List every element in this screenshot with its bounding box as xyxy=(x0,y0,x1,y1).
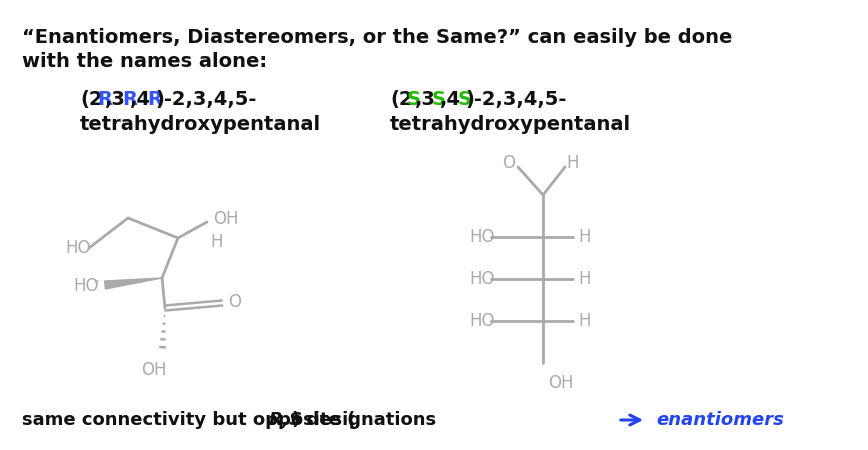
Text: H: H xyxy=(578,228,590,246)
Text: S: S xyxy=(432,90,446,109)
Polygon shape xyxy=(104,278,162,289)
Text: R,S: R,S xyxy=(268,411,302,429)
Text: ,3: ,3 xyxy=(105,90,126,109)
Text: tetrahydroxypentanal: tetrahydroxypentanal xyxy=(390,115,631,134)
Text: (2: (2 xyxy=(80,90,102,109)
Text: S: S xyxy=(407,90,421,109)
Text: ′′: ′′ xyxy=(94,279,100,293)
Text: H: H xyxy=(578,270,590,288)
Text: with the names alone:: with the names alone: xyxy=(22,52,267,71)
Text: S: S xyxy=(457,90,471,109)
Text: R: R xyxy=(97,90,112,109)
Text: HO: HO xyxy=(65,239,90,257)
Text: O: O xyxy=(503,154,516,172)
Text: tetrahydroxypentanal: tetrahydroxypentanal xyxy=(80,115,321,134)
Text: enantiomers: enantiomers xyxy=(656,411,784,429)
Text: OH: OH xyxy=(141,361,167,379)
Text: “Enantiomers, Diastereomers, or the Same?” can easily be done: “Enantiomers, Diastereomers, or the Same… xyxy=(22,28,733,47)
Text: ,4: ,4 xyxy=(440,90,462,109)
Text: H: H xyxy=(567,154,579,172)
Text: O: O xyxy=(228,293,241,311)
Text: OH: OH xyxy=(213,210,239,228)
Text: ,3: ,3 xyxy=(415,90,436,109)
Text: ,4: ,4 xyxy=(130,90,151,109)
Text: HO: HO xyxy=(73,277,98,295)
Text: ) designations: ) designations xyxy=(292,411,436,429)
Text: H: H xyxy=(210,233,222,251)
Text: (2: (2 xyxy=(390,90,412,109)
Text: )-2,3,4,5-: )-2,3,4,5- xyxy=(155,90,257,109)
Text: H: H xyxy=(578,312,590,330)
Text: same connectivity but opposite (: same connectivity but opposite ( xyxy=(22,411,355,429)
Text: OH: OH xyxy=(548,374,574,392)
Text: HO: HO xyxy=(469,270,495,288)
Text: )-2,3,4,5-: )-2,3,4,5- xyxy=(465,90,567,109)
Text: R: R xyxy=(148,90,162,109)
Text: HO: HO xyxy=(469,228,495,246)
Text: R: R xyxy=(122,90,137,109)
Text: HO: HO xyxy=(469,312,495,330)
